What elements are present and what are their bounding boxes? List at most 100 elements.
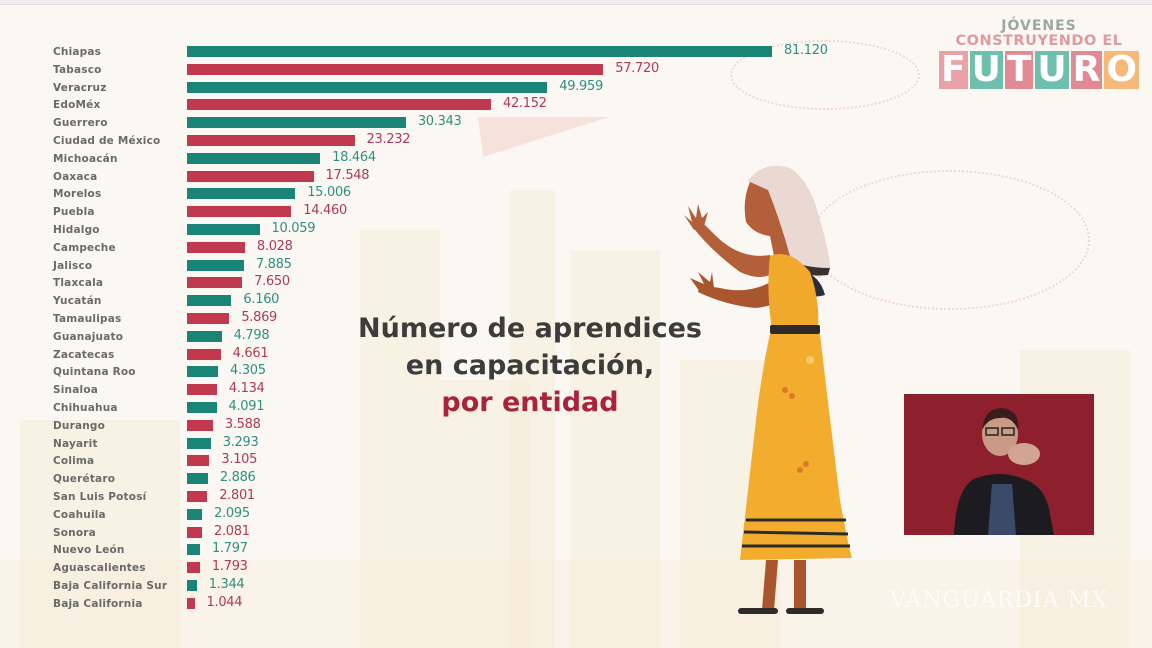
value-label: 8.028 (256, 238, 293, 254)
chart-row: Campeche 8.028 (0, 239, 860, 257)
bar (187, 81, 548, 93)
bar (187, 63, 604, 75)
value-label: 15.006 (307, 185, 351, 201)
top-border (0, 0, 1152, 5)
state-label: Ciudad de México (53, 135, 161, 147)
chart-row: Tamaulipas 5.869 (0, 310, 860, 328)
state-label: Hidalgo (53, 224, 100, 236)
state-label: EdoMéx (53, 99, 101, 112)
value-label: 3.293 (222, 434, 259, 450)
logo-letter: O (1104, 49, 1139, 90)
state-label: Tabasco (53, 63, 102, 76)
bar (187, 580, 197, 591)
woman-illustration (684, 165, 852, 614)
chart-row: EdoMéx 42.152 (0, 96, 860, 114)
chart-row: Querétaro 2.886 (0, 470, 860, 488)
state-label: Morelos (53, 188, 102, 201)
state-label: Baja California (53, 597, 143, 610)
chart-row: Aguascalientes 1.793 (0, 559, 860, 577)
bar (187, 117, 406, 129)
logo-letter: F (939, 49, 968, 90)
value-label: 3.105 (221, 452, 258, 468)
bar (187, 170, 314, 182)
value-label: 4.661 (232, 345, 269, 361)
value-label: 4.798 (233, 327, 270, 343)
chart-row: Sonora 2.081 (0, 524, 860, 542)
state-label: Baja California Sur (53, 580, 168, 592)
state-label: Nayarit (53, 437, 98, 450)
chart-row: Coahuila 2.095 (0, 506, 860, 524)
state-label: Campeche (53, 241, 116, 254)
chart-row: Morelos 15.006 (0, 185, 860, 203)
bar (187, 46, 772, 57)
logo-letter: U (1035, 49, 1069, 90)
bar (187, 455, 210, 467)
chart-row: Tlaxcala 7.650 (0, 274, 860, 292)
bar (187, 508, 203, 520)
title-line2: en capacitación, (405, 350, 655, 381)
state-label: Jalisco (53, 259, 93, 272)
value-label: 7.650 (254, 274, 290, 290)
state-label: Chiapas (53, 46, 102, 58)
logo-line1: JÓVENES (1001, 18, 1077, 34)
state-label: Tamaulipas (53, 313, 122, 325)
state-label: Puebla (53, 206, 95, 219)
state-label: Chihuahua (53, 402, 118, 414)
chart-row: Baja California 1.044 (0, 595, 860, 613)
chart-row: Durango 3.588 (0, 417, 860, 435)
chart-row: Tabasco 57.720 (0, 61, 860, 79)
chart-row: Chiapas 81.120 (0, 43, 860, 61)
value-label: 3.588 (224, 416, 261, 432)
chart-row: Michoacán 18.464 (0, 150, 860, 168)
chart-row: Baja California Sur 1.344 (0, 577, 860, 595)
value-label: 2.886 (219, 470, 256, 486)
logo-letter: U (969, 49, 1003, 90)
state-label: Guanajuato (53, 330, 124, 343)
state-label: Querétaro (53, 473, 116, 486)
chart-row: Chihuahua 4.091 (0, 399, 860, 417)
state-label: Guerrero (53, 117, 108, 130)
value-label: 4.134 (228, 381, 265, 397)
value-label: 1.797 (211, 541, 248, 557)
state-label: Aguascalientes (53, 562, 146, 575)
value-label: 14.460 (303, 203, 347, 219)
bar (187, 295, 232, 307)
value-label: 2.095 (214, 505, 250, 521)
bar (187, 135, 355, 146)
chart-row: Guerrero 30.343 (0, 114, 860, 132)
state-label: Quintana Roo (53, 366, 136, 379)
chart-row: Quintana Roo 4.305 (0, 363, 860, 381)
state-label: Nuevo León (53, 544, 125, 557)
value-label: 6.160 (243, 292, 280, 308)
state-label: Coahuila (53, 508, 106, 521)
bar (187, 206, 292, 218)
bar (187, 99, 491, 111)
value-label: 4.091 (228, 399, 265, 414)
bar (187, 259, 244, 271)
bar (187, 313, 230, 324)
bar (187, 419, 213, 431)
chart-row: Nayarit 3.293 (0, 435, 860, 453)
state-label: Sinaloa (53, 384, 99, 397)
value-label: 5.869 (241, 310, 278, 325)
value-label: 1.344 (208, 577, 245, 592)
bar (187, 491, 208, 502)
bar (187, 224, 260, 235)
state-label: Oaxaca (53, 170, 98, 183)
chart-row: Yucatán 6.160 (0, 292, 860, 310)
value-label: 1.793 (211, 559, 248, 575)
chart-row: Jalisco 7.885 (0, 257, 860, 275)
value-label: 57.720 (615, 60, 659, 76)
value-label: 18.464 (332, 149, 376, 165)
state-label: Durango (53, 419, 106, 432)
value-label: 10.059 (271, 221, 316, 236)
chart-row: Oaxaca 17.548 (0, 168, 860, 186)
state-label: Yucatán (53, 295, 102, 308)
chart-row: Hidalgo 10.059 (0, 221, 860, 239)
city-silhouette (510, 190, 555, 648)
chart-row: San Luis Potosí 2.801 (0, 488, 860, 506)
bar (187, 544, 200, 556)
state-label: San Luis Potosí (53, 491, 147, 503)
